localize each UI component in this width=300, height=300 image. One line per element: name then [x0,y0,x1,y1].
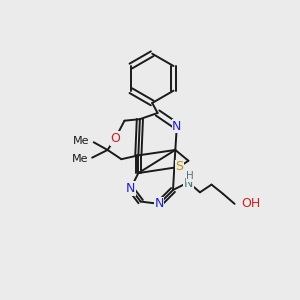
Text: S: S [175,160,183,173]
Text: OH: OH [241,197,260,210]
Text: N: N [184,177,193,190]
Text: Me: Me [72,154,88,164]
Text: N: N [154,197,164,210]
Text: Me: Me [73,136,90,146]
Text: N: N [172,120,182,133]
Text: H: H [186,171,194,181]
Text: N: N [126,182,135,195]
Text: O: O [110,132,120,145]
